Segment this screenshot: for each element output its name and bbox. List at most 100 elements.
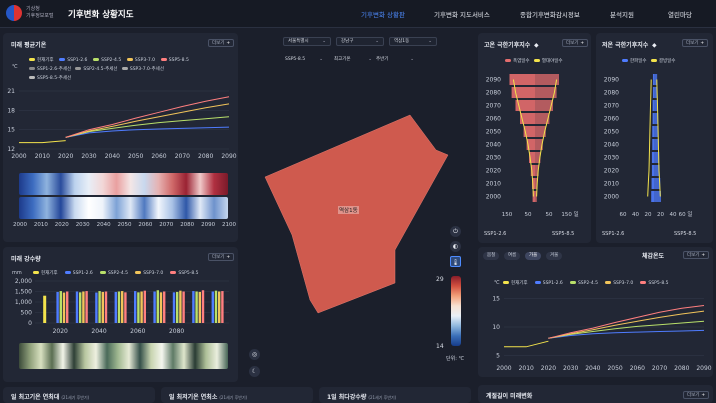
panel-max-precip: 1일 최다강수량 (21세기 후반기) (319, 387, 471, 403)
scenario-value: SSP5-8.5 (285, 57, 306, 62)
legend-item[interactable]: SSP3-7.0-추세선 (121, 67, 164, 72)
bar-right-2080 (654, 87, 658, 98)
nav-analysis[interactable]: 분석지원 (610, 11, 634, 19)
bar-SSP1-2.6-2090 (192, 291, 195, 323)
legend-item[interactable]: SSP3-7.0 (605, 281, 633, 286)
footer-right: SSP5-8.5 (674, 231, 697, 237)
x-tick-label: 2060 (630, 365, 645, 372)
x-tick-label: 40 (670, 212, 677, 218)
legend-item[interactable]: SSP1-2.6-추세선 (29, 67, 71, 72)
legend: 현재기후 SSP1-2.6 SSP2-4.5 SSP3-7.0 SSP5-8.5 (33, 270, 199, 276)
contrast-icon[interactable]: ◐ (450, 241, 461, 252)
variable-select[interactable]: 최고기온 ⌄ (330, 56, 376, 65)
scenario-select[interactable]: SSP5-8.5 ⌄ (281, 56, 327, 65)
legend-item[interactable]: 현재기후 (29, 58, 54, 63)
legend-item[interactable]: 폭염일수 (505, 59, 530, 64)
plus-icon: + (701, 393, 706, 398)
y-tick-label: 2050 (604, 129, 619, 136)
bar-left-2020 (651, 165, 654, 176)
y-tick-label: 2000 (604, 194, 619, 201)
legend-item[interactable]: SSP5-8.5 (640, 281, 669, 286)
bar-right-2040 (535, 139, 543, 150)
org-name[interactable]: 기상청 기후정보포털 (26, 6, 54, 20)
info-icon[interactable]: ⬥ (534, 42, 539, 49)
legend-item[interactable]: SSP1-2.6 (59, 58, 87, 63)
region1-select[interactable]: 서울특별시 ⌄ (283, 37, 331, 46)
region3-select[interactable]: 역삼1동 ⌄ (389, 37, 437, 46)
legend-item[interactable]: SSP5-8.5 (170, 271, 199, 276)
legend-item[interactable]: 현재기후 (503, 281, 528, 286)
bar-SSP2-4.5-2090 (195, 291, 198, 323)
temperature-icon[interactable]: 🌡 (450, 256, 461, 267)
bar-left-2080 (511, 87, 535, 98)
bar-SSP1-2.6-2080 (172, 292, 176, 323)
x-tick-label: 40 (632, 212, 639, 218)
layers-icon[interactable]: ◎ (249, 349, 260, 360)
chip-winter[interactable]: 겨울 (546, 252, 563, 260)
nav-dashboard[interactable]: 기후변화 상황판 (361, 11, 405, 19)
chip-autumn[interactable]: 가을 (525, 252, 542, 260)
legend-item[interactable]: SSP2-4.5-추세선 (75, 67, 118, 72)
info-icon[interactable]: ⬥ (652, 42, 657, 49)
more-label: 더보기 (686, 41, 699, 46)
plus-icon: + (700, 41, 705, 46)
legend-item[interactable]: SSP3-7.0 (126, 58, 155, 63)
legend-item[interactable]: SSP3-7.0 (135, 271, 163, 276)
bar-SSP2-4.5-2040 (98, 291, 101, 323)
taegeuk-logo-icon[interactable] (6, 5, 22, 21)
more-button[interactable]: 더보기 + (683, 251, 710, 259)
nav-monitoring[interactable]: 종합기후변화감시정보 (520, 11, 580, 19)
x-tick-label: 2070 (652, 365, 667, 372)
more-button[interactable]: 더보기 + (682, 39, 709, 47)
nav-map-service[interactable]: 기후변화 지도서비스 (434, 11, 490, 19)
legend: 폭염일수 열대야일수 (505, 58, 563, 64)
panel-title: 계절길이 미래변화 (486, 393, 533, 400)
org-line2: 기후정보포털 (26, 13, 54, 19)
x-tick-label: 20 (645, 212, 652, 218)
bar-SSP3-7.0-2020 (62, 292, 66, 323)
plus-icon: + (701, 253, 706, 258)
more-button[interactable]: 더보기 + (562, 39, 589, 47)
y-tick-label: 15 (492, 296, 500, 303)
series-line-현재기후 (19, 140, 66, 144)
bar-left-2050 (652, 126, 654, 137)
legend-item[interactable]: SSP1-2.6 (534, 281, 563, 286)
chevron-down-icon: ⌄ (375, 39, 379, 44)
legend-item[interactable]: 현재기후 (33, 271, 58, 276)
panel-min-temp: 일 최저기온 연최소 (21세기 후반기) (161, 387, 313, 403)
power-icon[interactable]: ⏻ (450, 226, 461, 237)
nav-community[interactable]: 열린마당 (668, 11, 692, 19)
bar-SSP5-8.5-2050 (124, 292, 127, 323)
legend-row3: SSP5-8.5-추세선 (29, 75, 71, 81)
site-title[interactable]: 기후변화 상황지도 (68, 10, 134, 20)
legend-item[interactable]: 결빙일수 (650, 59, 675, 64)
period-select[interactable]: 추반기 ⌄ (372, 56, 418, 65)
y-unit: mm (12, 270, 22, 276)
y-tick-label: 18 (7, 107, 15, 114)
chip-summer[interactable]: 여름 (504, 252, 521, 260)
legend-item[interactable]: SSP1-2.6 (64, 271, 93, 276)
bar-SSP1-2.6-2060 (134, 291, 137, 323)
more-button[interactable]: 더보기 + (208, 253, 235, 261)
y-tick-label: 10 (492, 324, 500, 331)
more-button[interactable]: 더보기 + (208, 39, 235, 47)
bar-right-2040 (654, 139, 659, 150)
legend-item[interactable]: 열대야일수 (533, 59, 563, 64)
legend-item[interactable]: SSP5-8.5 (160, 58, 189, 63)
more-button[interactable]: 더보기 + (683, 391, 710, 399)
chip-spring[interactable]: 봄철 (483, 252, 500, 260)
series-line-SSP5-8.5 (548, 305, 705, 339)
legend-item[interactable]: SSP2-4.5 (569, 281, 598, 286)
district-shape[interactable] (264, 114, 449, 314)
district-map[interactable] (260, 95, 460, 325)
region2-select[interactable]: 강남구 ⌄ (336, 37, 384, 46)
y-unit: ℃ (12, 64, 18, 70)
bar-SSP2-4.5-2050 (117, 291, 121, 323)
legend-item[interactable]: SSP2-4.5 (93, 58, 121, 63)
temp-stripes-ssp126 (19, 197, 228, 219)
legend-item[interactable]: 한파일수 (622, 59, 647, 64)
night-mode-icon[interactable]: ☾ (249, 366, 260, 377)
legend-item[interactable]: SSP2-4.5 (99, 271, 128, 276)
legend-item[interactable]: SSP5-8.5-추세선 (29, 76, 71, 81)
panel-title: 미래 평균기온 (11, 42, 47, 49)
